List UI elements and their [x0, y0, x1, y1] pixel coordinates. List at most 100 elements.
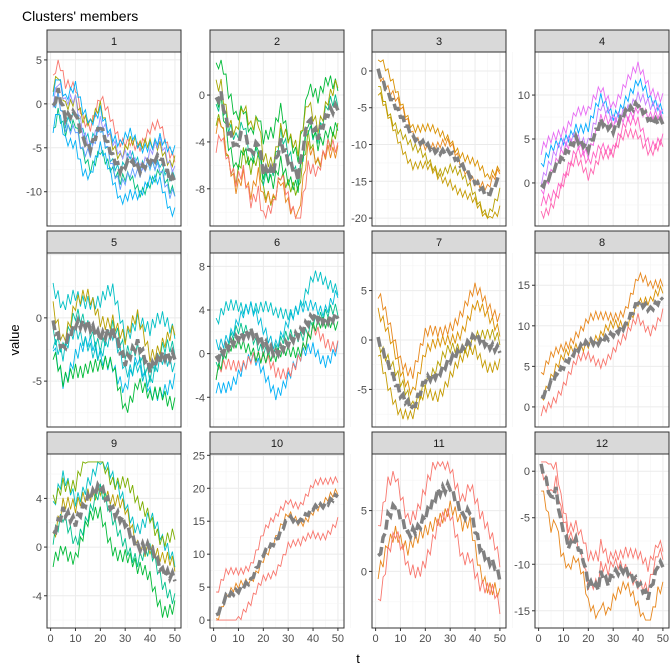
- facet-strip-label: 10: [271, 438, 283, 450]
- y-tick-label: 4: [36, 493, 42, 505]
- facet-strip-label: 5: [111, 237, 117, 249]
- y-tick-label: -5: [357, 384, 367, 396]
- member-line: [215, 94, 339, 186]
- y-tick-label: -10: [351, 140, 367, 152]
- y-tick-label: 5: [361, 506, 367, 518]
- facet-panel-4: 4 10 5 0: [518, 29, 670, 227]
- chart-title: Clusters' members: [22, 8, 138, 24]
- x-tick-label: 0: [211, 633, 217, 645]
- member-line: [52, 460, 176, 568]
- y-tick-label: -5: [357, 103, 367, 115]
- facet-strip-label: 1: [111, 36, 117, 48]
- x-tick-label: 40: [307, 633, 319, 645]
- facet-strip-label: 9: [111, 438, 117, 450]
- panel-border: [371, 51, 507, 227]
- facet-panel-2: 2 0 -4 -8: [195, 29, 351, 227]
- y-tick-label: 15: [193, 516, 205, 528]
- member-line: [52, 288, 176, 363]
- facet-panel-5: 5 0 -5: [32, 230, 188, 428]
- y-tick-label: 5: [36, 55, 42, 67]
- y-tick-label: -15: [514, 606, 530, 618]
- member-line: [215, 323, 339, 380]
- panel-border: [46, 252, 182, 428]
- member-line: [377, 344, 501, 421]
- member-line: [540, 127, 664, 220]
- x-tick-label: 10: [69, 633, 81, 645]
- member-line: [215, 133, 339, 220]
- facet-strip-label: 7: [436, 237, 442, 249]
- x-tick-label: 50: [332, 633, 344, 645]
- panel-border: [46, 51, 182, 227]
- member-line: [215, 270, 339, 326]
- x-tick-label: 20: [257, 633, 269, 645]
- x-tick-label: 30: [444, 633, 456, 645]
- member-line: [215, 341, 339, 401]
- x-tick-label: 0: [48, 633, 54, 645]
- y-tick-label: 5: [524, 361, 530, 373]
- y-tick-label: 0: [36, 99, 42, 111]
- member-line: [52, 352, 176, 413]
- centroid-line: [52, 480, 177, 585]
- member-line: [378, 460, 501, 568]
- member-line: [378, 86, 501, 220]
- y-tick-label: 0: [361, 566, 367, 578]
- x-tick-label: 30: [607, 633, 619, 645]
- x-tick-label: 0: [536, 633, 542, 645]
- y-tick-label: 0: [524, 178, 530, 190]
- member-line: [52, 79, 176, 156]
- x-tick-label: 20: [419, 633, 431, 645]
- y-tick-label: 15: [518, 280, 530, 292]
- facet-panel-1: 1 5 0 -5 -10: [26, 29, 188, 227]
- centroid-line: [215, 492, 339, 617]
- member-line: [216, 475, 339, 593]
- y-tick-label: -4: [195, 392, 205, 404]
- y-tick-label: 0: [199, 615, 205, 627]
- member-line: [377, 282, 501, 379]
- y-axis-label: value: [7, 324, 22, 355]
- y-tick-label: -4: [195, 137, 205, 149]
- y-tick-label: 5: [524, 134, 530, 146]
- y-tick-label: 0: [524, 402, 530, 414]
- centroid-line: [51, 314, 177, 373]
- panel-background: [210, 454, 344, 628]
- member-line: [52, 114, 176, 218]
- panel-border: [209, 252, 345, 428]
- facet-panel-3: 3 0 -5 -10 -15 -20: [351, 29, 513, 227]
- centroid-line: [376, 330, 502, 413]
- x-tick-label: 30: [119, 633, 131, 645]
- y-tick-label: 0: [199, 349, 205, 361]
- panel-border: [371, 453, 507, 629]
- member-line: [215, 94, 339, 193]
- y-tick-label: 0: [36, 542, 42, 554]
- y-tick-label: 5: [361, 286, 367, 298]
- facet-panel-8: 8 15 10 5 0: [518, 230, 670, 428]
- panel-border: [46, 453, 182, 629]
- member-line: [540, 77, 664, 168]
- centroid-line: [540, 294, 665, 400]
- y-tick-label: -10: [26, 187, 42, 199]
- facet-strip-label: 3: [436, 36, 442, 48]
- x-tick-label: 10: [557, 633, 569, 645]
- y-tick-label: -5: [32, 143, 42, 155]
- facet-strip-label: 11: [433, 438, 444, 450]
- centroid-line: [214, 91, 340, 181]
- y-tick-label: -5: [520, 513, 530, 525]
- panel-border: [209, 453, 345, 629]
- x-tick-label: 10: [394, 633, 406, 645]
- facet-panel-12: 12 0 -5 -10 -15 0 10 20 30 40 50: [514, 431, 670, 645]
- y-tick-label: -8: [195, 184, 205, 196]
- facet-strip-label: 8: [599, 237, 605, 249]
- member-line: [377, 500, 501, 598]
- facet-strip-label: 2: [274, 36, 280, 48]
- y-tick-label: -15: [351, 176, 367, 188]
- x-tick-label: 50: [169, 633, 181, 645]
- facet-strip-label: 12: [596, 438, 608, 450]
- x-tick-label: 30: [282, 633, 294, 645]
- y-tick-label: 0: [199, 90, 205, 102]
- panel-border: [209, 51, 345, 227]
- facet-strip-label: 4: [599, 36, 605, 48]
- member-line: [215, 290, 339, 351]
